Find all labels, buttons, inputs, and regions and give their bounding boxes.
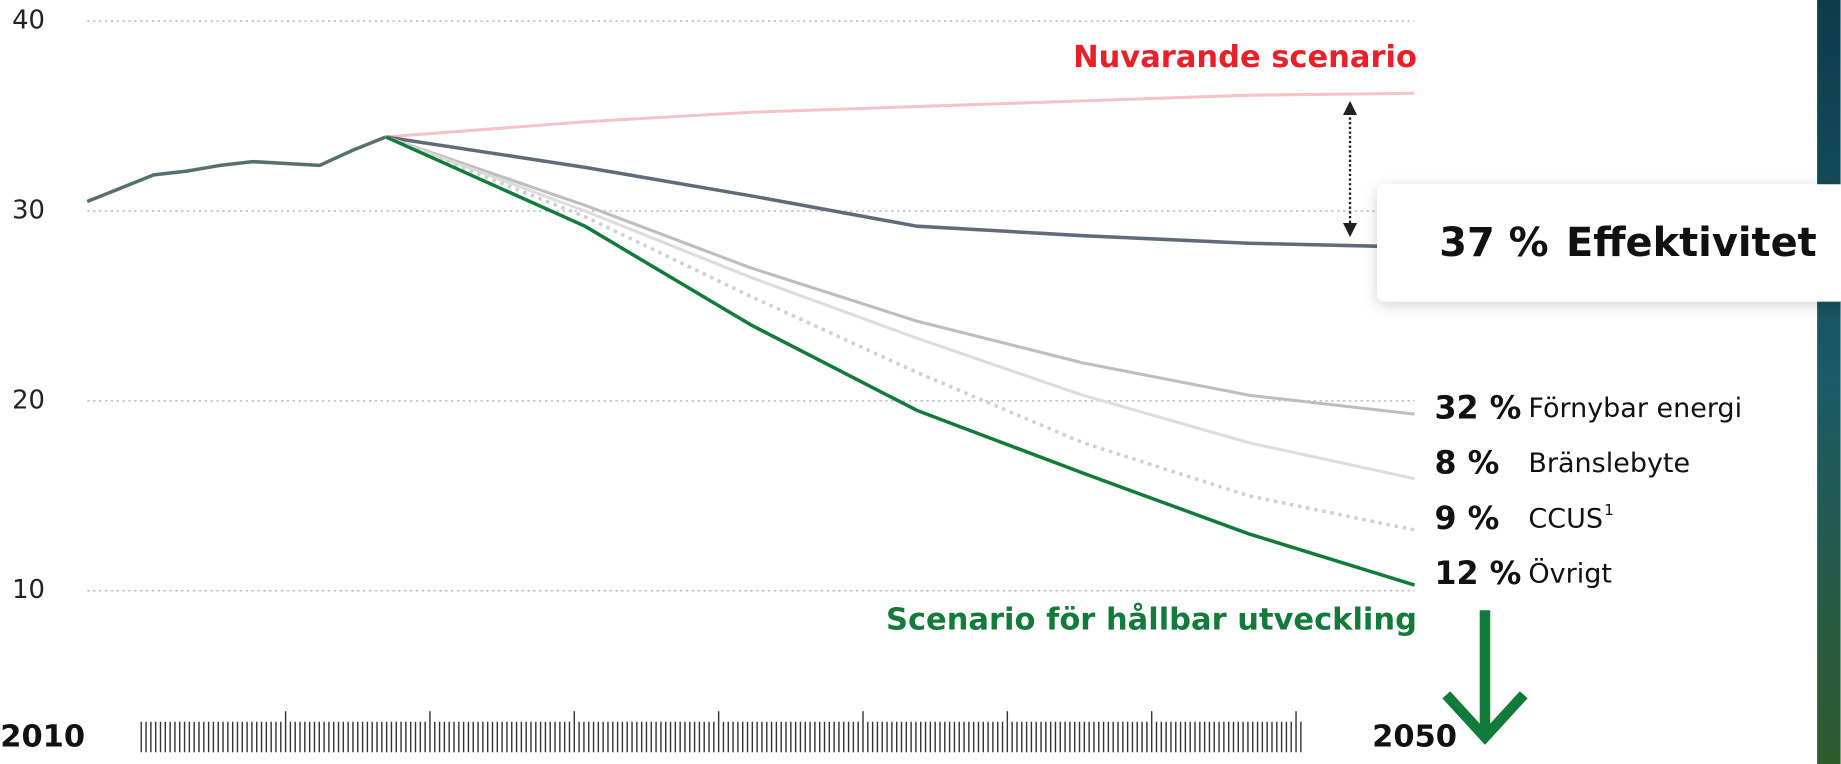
footnote-mark: 1 — [1604, 501, 1614, 519]
y-tick-label: 10 — [12, 575, 45, 605]
share-label: 9 % — [1435, 501, 1500, 537]
series-line — [87, 137, 386, 202]
legend-label: Förnybar energi — [1528, 393, 1742, 424]
background-photo — [1817, 0, 1840, 764]
down-arrow — [1446, 610, 1523, 737]
share-label: 8 % — [1435, 446, 1500, 482]
y-tick-label: 30 — [12, 195, 45, 225]
share-label: 37 % — [1439, 220, 1548, 266]
chart: 10 20 30 40 2010 2050 Nuvarande scenario Scenar… — [0, 0, 1841, 764]
legend-label: Bränslebyte — [1528, 448, 1690, 479]
y-tick-label: 40 — [12, 6, 45, 36]
legend-label: Effektivitet — [1566, 220, 1817, 266]
scenario-label: Scenario för hållbar utveckling — [886, 601, 1417, 637]
series-line — [386, 137, 1415, 414]
series-line — [386, 93, 1415, 137]
scenario-label: Nuvarande scenario — [1073, 40, 1417, 75]
x-tick-label: 2050 — [1372, 720, 1457, 755]
legend-label: CCUS — [1528, 503, 1603, 534]
legend-label: Övrigt — [1528, 558, 1612, 590]
series-line — [386, 137, 1415, 479]
share-label: 12 % — [1435, 556, 1522, 592]
series-line — [386, 137, 1415, 247]
share-label: 32 % — [1435, 391, 1522, 427]
series-line — [386, 137, 1415, 585]
x-tick-label: 2010 — [0, 720, 85, 755]
y-tick-label: 20 — [12, 385, 45, 415]
